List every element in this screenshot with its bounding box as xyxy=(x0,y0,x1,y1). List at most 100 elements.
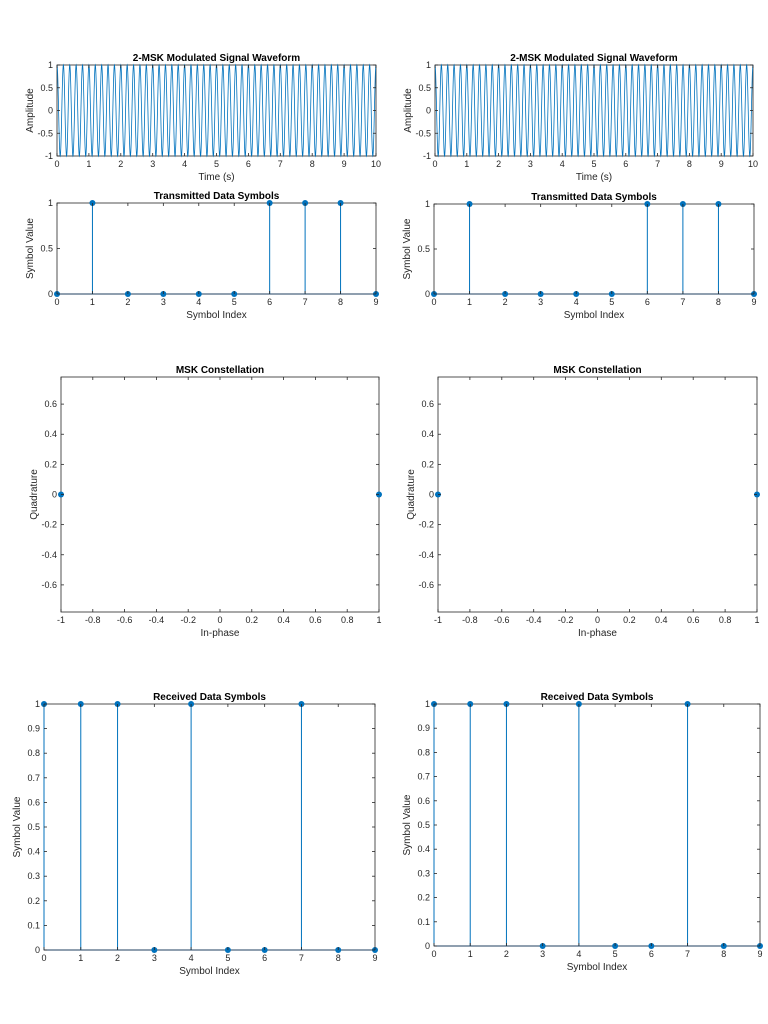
x-tick-label: 2 xyxy=(115,953,120,963)
axes-box xyxy=(43,703,376,951)
y-tick-label: 0.1 xyxy=(27,920,40,930)
y-tick-label: 0.8 xyxy=(27,748,40,758)
x-tick-label: 4 xyxy=(189,953,194,963)
y-tick-label: 0.2 xyxy=(44,459,57,469)
y-tick-label: -0.4 xyxy=(418,550,434,560)
chart-title: Received Data Symbols xyxy=(541,692,654,703)
chart-title: 2-MSK Modulated Signal Waveform xyxy=(510,53,678,64)
x-tick-label: -0.4 xyxy=(526,615,542,625)
x-tick-label: 1 xyxy=(86,159,91,169)
subplot-scatter: -1 -0.8 -0.6 -0.4 -0.2 0 0.2 0.4 0.6 0.8 1 -0.6 -0.4… xyxy=(406,365,760,639)
chart-title: Received Data Symbols xyxy=(153,692,266,703)
y-tick-label: -1 xyxy=(45,151,53,161)
y-axis-label: Amplitude xyxy=(25,88,36,133)
x-tick-label: -0.6 xyxy=(494,615,510,625)
x-tick-label: 8 xyxy=(687,159,692,169)
x-tick-label: 5 xyxy=(232,297,237,307)
y-tick-label: -0.5 xyxy=(37,128,53,138)
x-tick-label: 9 xyxy=(719,159,724,169)
x-tick-label: 1 xyxy=(376,615,381,625)
x-tick-label: 0 xyxy=(432,159,437,169)
x-tick-label: 0.2 xyxy=(623,615,636,625)
axes-box xyxy=(56,202,377,295)
x-tick-label: 4 xyxy=(182,159,187,169)
x-tick-label: 10 xyxy=(748,159,758,169)
x-axis-label: Time (s) xyxy=(576,172,612,183)
y-axis-label: Symbol Value xyxy=(402,218,413,279)
y-tick-label: 0.4 xyxy=(417,844,430,854)
x-tick-label: 0 xyxy=(431,297,436,307)
x-tick-label: 3 xyxy=(528,159,533,169)
x-tick-label: 5 xyxy=(613,949,618,959)
subplot-stem: 0 1 2 3 4 5 6 7 8 9 0 0.1 0.2 0.3 0.4 0.5 0.6 0.7 0.8 0.9 1 R… xyxy=(402,692,763,973)
x-tick-label: 6 xyxy=(246,159,251,169)
x-tick-label: 2 xyxy=(504,949,509,959)
y-tick-label: 0.6 xyxy=(27,797,40,807)
axes-box xyxy=(433,703,761,947)
x-tick-label: 0.8 xyxy=(719,615,732,625)
y-tick-label: 0.7 xyxy=(417,772,430,782)
y-tick-label: 0.3 xyxy=(417,868,430,878)
x-tick-label: 3 xyxy=(540,949,545,959)
x-axis-label: Time (s) xyxy=(198,172,234,183)
x-tick-label: 9 xyxy=(342,159,347,169)
subplot-stem: 0 1 2 3 4 5 6 7 8 9 0 0.5 1 Transmitted Data Symbols S… xyxy=(402,192,757,321)
x-tick-label: 3 xyxy=(161,297,166,307)
x-tick-label: -1 xyxy=(57,615,65,625)
x-tick-label: 1 xyxy=(78,953,83,963)
y-tick-label: 0 xyxy=(425,941,430,951)
y-tick-label: 0.4 xyxy=(421,429,434,439)
chart-title: 2-MSK Modulated Signal Waveform xyxy=(133,53,301,64)
axes-box xyxy=(60,376,380,613)
x-tick-label: 0.4 xyxy=(655,615,668,625)
x-tick-label: 10 xyxy=(371,159,381,169)
x-tick-label: -0.2 xyxy=(558,615,574,625)
x-tick-label: 1 xyxy=(468,949,473,959)
x-tick-label: 7 xyxy=(278,159,283,169)
y-tick-label: 0.6 xyxy=(421,399,434,409)
y-tick-label: -0.2 xyxy=(418,520,434,530)
axes-box xyxy=(434,64,754,157)
x-tick-label: 3 xyxy=(152,953,157,963)
x-tick-label: 0 xyxy=(217,615,222,625)
x-tick-label: 2 xyxy=(118,159,123,169)
x-axis-label: In-phase xyxy=(201,628,240,639)
x-tick-label: 0 xyxy=(41,953,46,963)
x-tick-label: 5 xyxy=(214,159,219,169)
y-tick-label: 0 xyxy=(425,289,430,299)
y-tick-label: 0.5 xyxy=(40,83,53,93)
x-tick-label: 0.6 xyxy=(309,615,322,625)
x-tick-label: -0.2 xyxy=(180,615,196,625)
x-tick-label: 6 xyxy=(645,297,650,307)
y-axis-label: Symbol Value xyxy=(402,794,413,855)
x-tick-label: 4 xyxy=(576,949,581,959)
x-tick-label: 9 xyxy=(757,949,762,959)
x-tick-label: 2 xyxy=(125,297,130,307)
x-axis-label: Symbol Index xyxy=(186,310,247,321)
subplot-line: 0 1 2 3 4 5 6 7 8 9 10 -1 -0.5 0 0.5 1 2-MSK Modulated S… xyxy=(25,53,381,183)
x-tick-label: 0.8 xyxy=(341,615,354,625)
x-tick-label: 0.6 xyxy=(687,615,700,625)
y-tick-label: 1 xyxy=(426,60,431,70)
y-tick-label: 0 xyxy=(429,490,434,500)
x-tick-label: 8 xyxy=(310,159,315,169)
y-tick-label: 0.2 xyxy=(27,896,40,906)
x-tick-label: 5 xyxy=(225,953,230,963)
y-tick-label: 0.3 xyxy=(27,871,40,881)
y-tick-label: 0.5 xyxy=(417,244,430,254)
x-tick-label: 3 xyxy=(150,159,155,169)
x-tick-label: 0 xyxy=(431,949,436,959)
x-tick-label: -0.6 xyxy=(117,615,133,625)
y-tick-label: -0.6 xyxy=(41,580,57,590)
x-tick-label: 9 xyxy=(373,297,378,307)
x-tick-label: 1 xyxy=(467,297,472,307)
x-tick-label: 5 xyxy=(609,297,614,307)
x-tick-label: 1 xyxy=(464,159,469,169)
y-tick-label: -0.4 xyxy=(41,550,57,560)
x-tick-label: 6 xyxy=(649,949,654,959)
x-axis-label: Symbol Index xyxy=(179,966,240,977)
x-tick-label: -0.4 xyxy=(149,615,165,625)
x-tick-label: 8 xyxy=(338,297,343,307)
y-axis-label: Quadrature xyxy=(29,469,40,520)
